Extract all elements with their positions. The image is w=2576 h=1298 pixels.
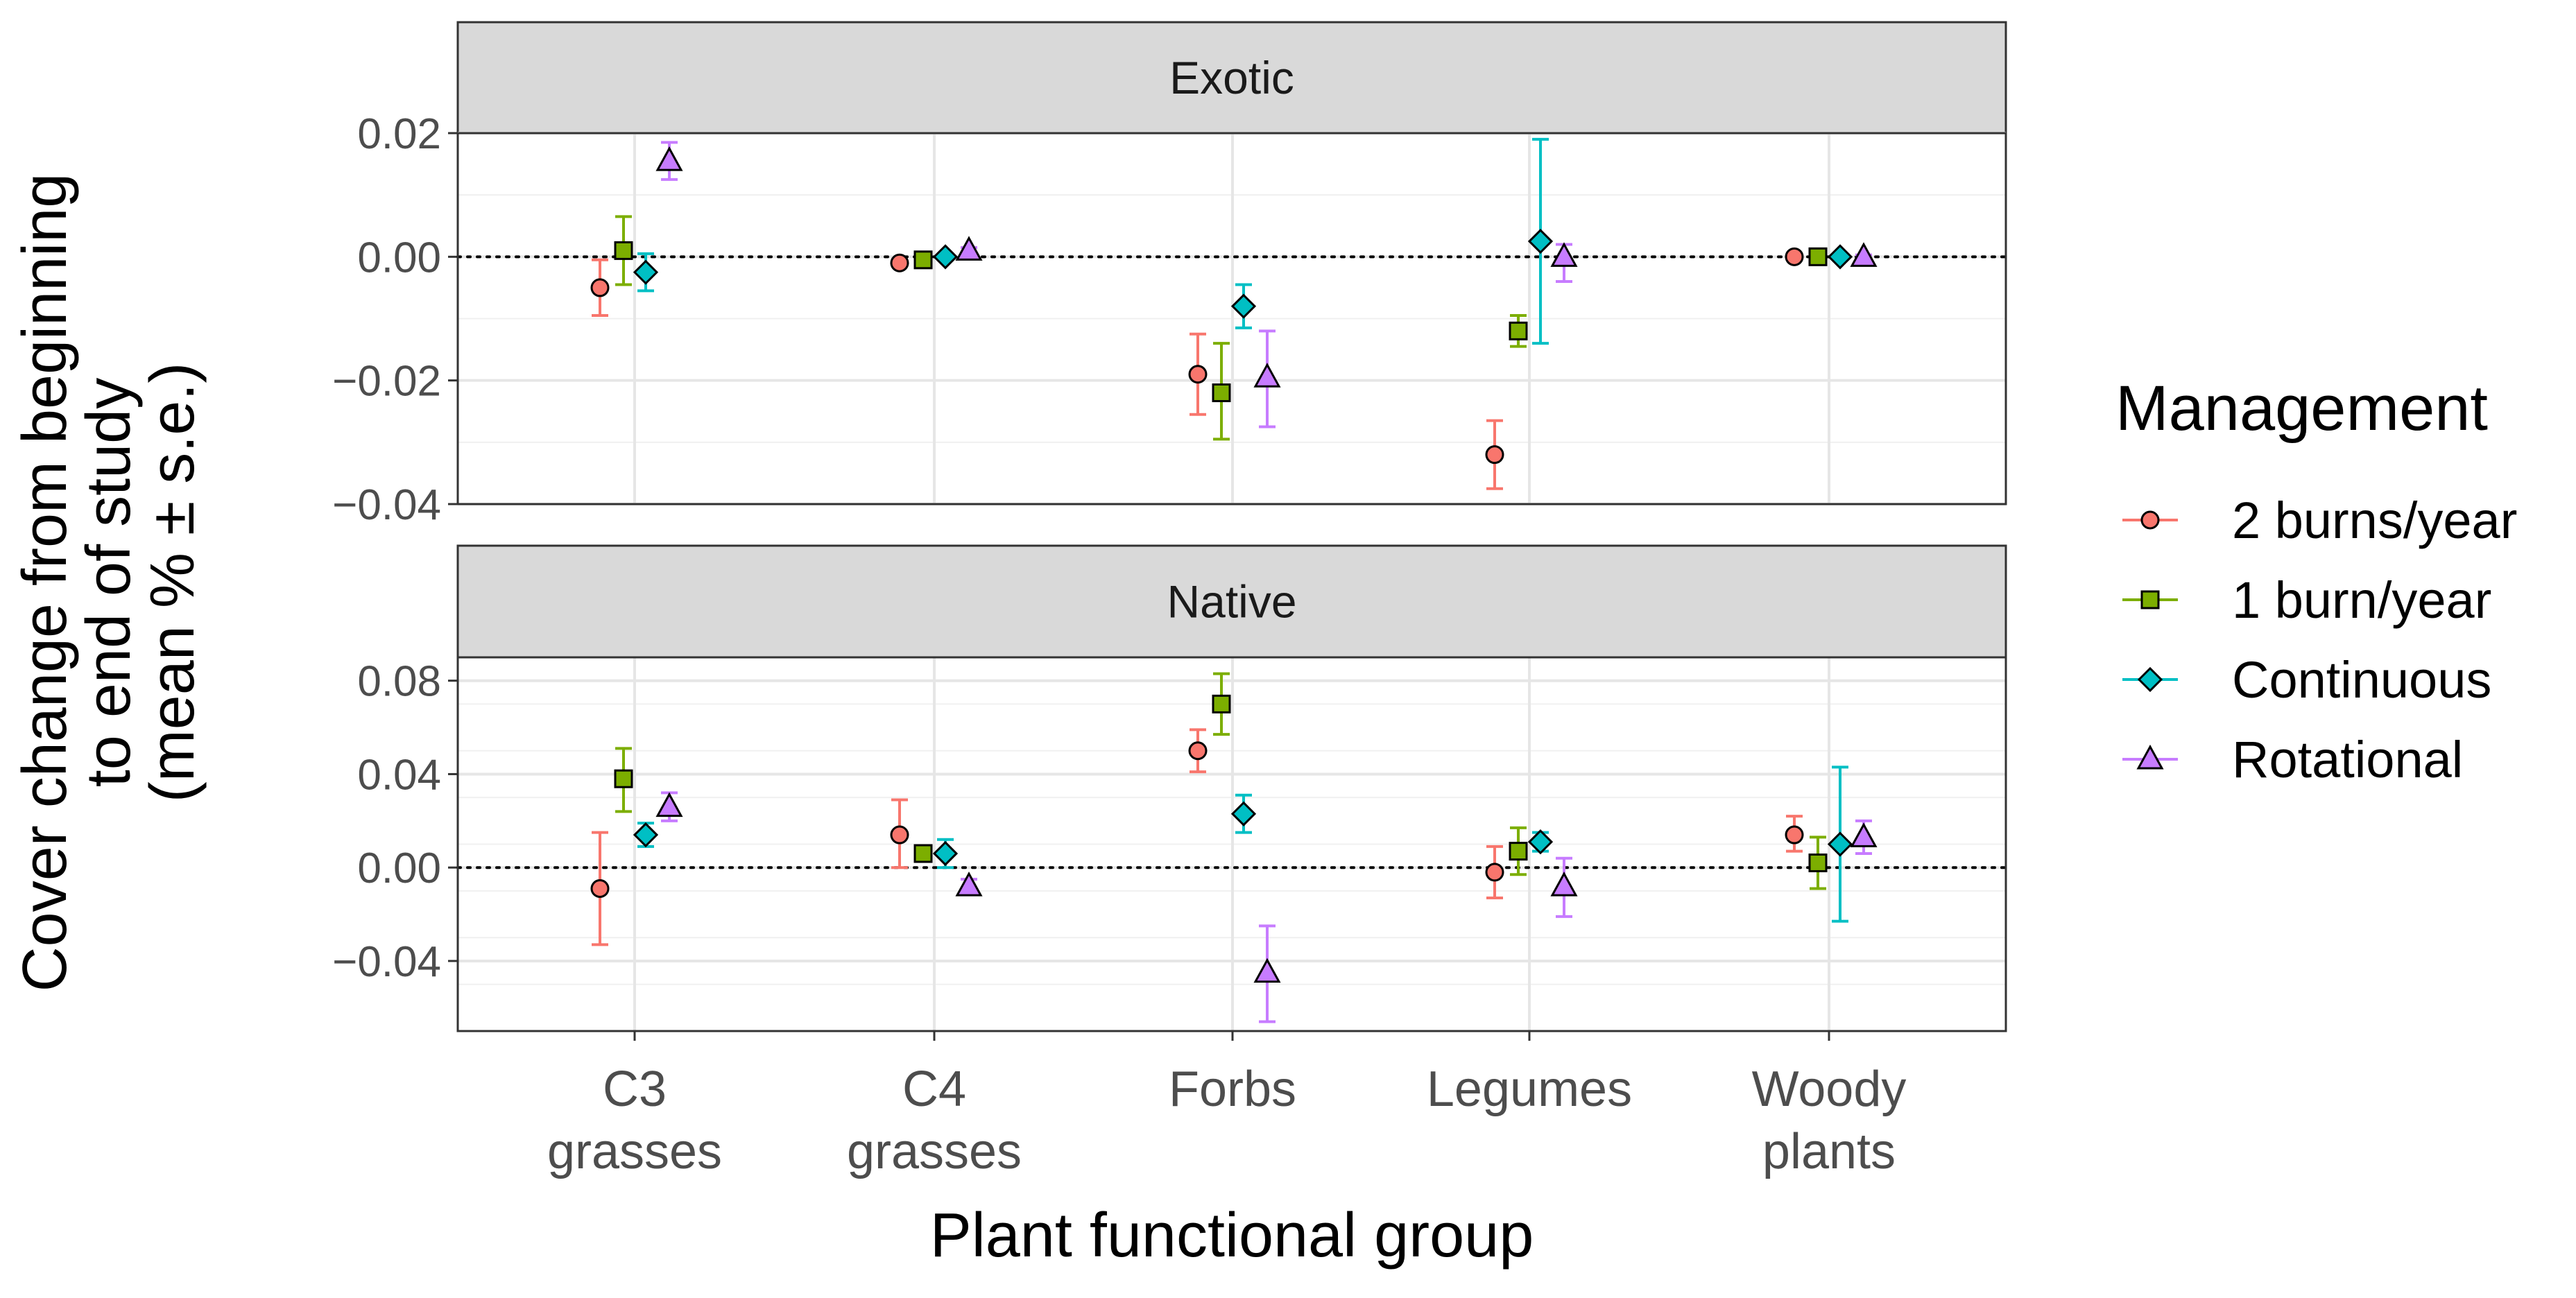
data-point <box>1230 801 1257 827</box>
data-point <box>1527 829 1554 855</box>
x-tick-label: C4 <box>902 1062 966 1117</box>
data-point <box>913 844 933 863</box>
legend-label: Continuous <box>2232 651 2491 709</box>
data-point <box>890 253 909 272</box>
facet-strip-label: Native <box>1167 576 1296 628</box>
legend-label: 2 burns/year <box>2232 492 2517 549</box>
y-tick-label: −0.04 <box>332 938 441 986</box>
data-point <box>1509 842 1528 861</box>
y-tick-label: 0.08 <box>357 658 441 706</box>
data-point <box>614 769 633 788</box>
data-point <box>1188 741 1208 761</box>
x-tick-label: Woody <box>1752 1062 1907 1117</box>
panel-border <box>456 132 2007 505</box>
x-tick-label: Forbs <box>1169 1062 1296 1117</box>
y-tick-label: −0.04 <box>332 481 441 529</box>
data-point <box>633 822 659 848</box>
y-axis-title: Cover change from beginning <box>10 173 80 992</box>
data-point <box>1527 228 1554 254</box>
data-point <box>614 241 633 260</box>
legend-key-marker <box>2140 590 2160 609</box>
data-point <box>1485 863 1504 882</box>
y-tick-label: 0.00 <box>357 234 441 282</box>
data-point <box>932 840 959 867</box>
legend-key-marker <box>2140 510 2160 530</box>
data-point <box>1550 242 1578 267</box>
y-tick-label: −0.02 <box>332 358 441 406</box>
y-tick-label: 0.04 <box>357 751 441 799</box>
data-point <box>1253 363 1281 388</box>
data-point <box>1785 247 1804 266</box>
y-tick-label: 0.00 <box>357 845 441 892</box>
data-point <box>1212 694 1231 713</box>
facet-strip <box>456 544 2007 659</box>
data-point <box>1550 872 1578 897</box>
data-point <box>890 825 909 845</box>
data-point <box>1485 445 1504 465</box>
x-tick-label: grasses <box>847 1124 1022 1179</box>
y-tick-label: 0.02 <box>357 110 441 158</box>
data-point <box>590 278 610 297</box>
data-point <box>1850 822 1878 847</box>
facet-strip <box>456 21 2007 135</box>
data-point <box>1230 293 1257 319</box>
y-axis-title: (mean % ± s.e.) <box>138 363 207 803</box>
legend-label: Rotational <box>2232 731 2463 788</box>
data-point <box>1785 825 1804 845</box>
x-tick-label: C3 <box>603 1062 667 1117</box>
legend-label: 1 burn/year <box>2232 571 2491 629</box>
data-point <box>1509 321 1528 340</box>
data-point <box>955 236 983 261</box>
data-point <box>932 244 959 270</box>
y-axis-title: to end of study <box>74 378 144 787</box>
data-point <box>633 259 659 285</box>
data-point <box>1827 244 1853 270</box>
data-point <box>1850 242 1878 267</box>
data-point <box>955 872 983 897</box>
data-point <box>1253 958 1281 983</box>
data-point <box>1808 247 1828 266</box>
x-axis-title: Plant functional group <box>930 1201 1534 1270</box>
x-tick-label: plants <box>1762 1124 1896 1179</box>
data-point <box>1188 365 1208 384</box>
data-point <box>1808 853 1828 872</box>
legend-key-marker <box>2137 666 2163 693</box>
data-point <box>590 879 610 899</box>
legend-key-marker <box>2136 744 2164 770</box>
data-point <box>655 792 683 817</box>
data-point <box>913 250 933 270</box>
data-point <box>1827 831 1853 857</box>
legend-title: Management <box>2115 373 2488 444</box>
x-tick-label: grasses <box>547 1124 722 1179</box>
facet-strip-label: Exotic <box>1169 52 1294 103</box>
data-point <box>1212 383 1231 402</box>
x-tick-label: Legumes <box>1427 1062 1632 1117</box>
data-point <box>655 146 683 171</box>
